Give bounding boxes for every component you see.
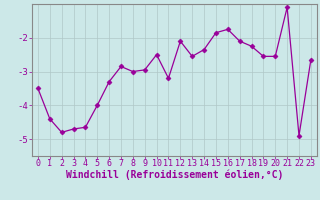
X-axis label: Windchill (Refroidissement éolien,°C): Windchill (Refroidissement éolien,°C): [66, 170, 283, 180]
